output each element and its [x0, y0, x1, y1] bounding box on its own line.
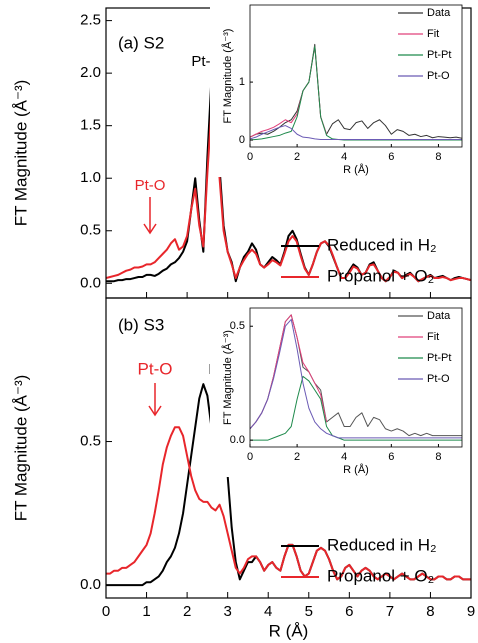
axes-frame — [105, 297, 472, 599]
x-tick-label: 9 — [467, 603, 475, 620]
annotation: (a) S2 — [118, 33, 164, 52]
x-tick-label: 8 — [435, 151, 441, 163]
annotation-arrowhead — [143, 223, 157, 235]
x-axis-label: R (Å) — [343, 163, 369, 176]
y-axis-label: FT Magnitude (Å⁻³) — [11, 80, 30, 227]
x-tick-label: 5 — [305, 603, 313, 620]
y-axis-label: FT Magnitude (Å⁻³) — [221, 29, 234, 124]
data-line — [106, 108, 471, 283]
data-line — [106, 77, 471, 283]
y-tick-label: 0.5 — [80, 433, 101, 450]
axes-frame — [249, 307, 463, 448]
x-tick-label: 6 — [345, 603, 353, 620]
legend-label: Fit — [427, 28, 439, 40]
annotation: Pt-O — [135, 177, 166, 194]
legend-label: Pt-O — [427, 373, 450, 385]
x-tick-label: 7 — [386, 603, 394, 620]
x-tick-label: 0 — [102, 603, 110, 620]
annotation: (b) S3 — [118, 315, 164, 334]
y-tick-label: 0.5 — [80, 222, 101, 239]
inset-background — [210, 308, 462, 477]
x-tick-label: 0 — [247, 451, 253, 463]
y-tick-label: 2.5 — [80, 12, 101, 29]
x-tick-label: 6 — [388, 151, 394, 163]
x-tick-label: 1 — [142, 603, 150, 620]
x-axis-label: R (Å) — [269, 621, 309, 640]
y-tick-label: 0.0 — [80, 576, 101, 593]
legend-label: Data — [427, 7, 451, 19]
legend-label: Reduced in H₂ — [327, 535, 437, 554]
legend-label: Fit — [427, 331, 439, 343]
legend-label: Pt-Pt — [427, 49, 451, 61]
y-axis-label: FT Magnitude (Å⁻³) — [221, 330, 234, 425]
legend-label: Propanol + O₂ — [327, 266, 434, 285]
y-tick-label: 0.0 — [230, 434, 245, 446]
x-tick-label: 2 — [294, 451, 300, 463]
x-tick-label: 8 — [435, 451, 441, 463]
plot-area — [250, 43, 462, 141]
x-tick-label: 3 — [223, 603, 231, 620]
plot-area — [250, 314, 462, 441]
y-tick-label: 0.5 — [230, 320, 245, 332]
legend-label: Pt-Pt — [427, 352, 451, 364]
y-tick-label: 0 — [239, 134, 245, 146]
y-tick-label: 2.0 — [80, 64, 101, 81]
plot-area — [106, 77, 471, 283]
data-line — [250, 318, 462, 439]
axes-frame — [249, 4, 463, 148]
annotation-arrowhead — [148, 405, 162, 417]
y-tick-label: 1 — [239, 76, 245, 88]
x-axis-label: R (Å) — [343, 463, 369, 476]
x-tick-label: 2 — [183, 603, 191, 620]
data-line — [250, 375, 462, 441]
x-tick-label: 4 — [341, 151, 347, 163]
y-tick-label: 1.5 — [80, 117, 101, 134]
y-tick-label: 0.0 — [80, 274, 101, 291]
x-tick-label: 6 — [388, 451, 394, 463]
x-tick-label: 0 — [247, 151, 253, 163]
y-tick-label: 1.0 — [80, 169, 101, 186]
data-line — [250, 45, 462, 141]
legend-label: Pt-O — [427, 70, 450, 82]
annotation: Pt-O — [138, 359, 173, 378]
x-tick-label: 4 — [264, 603, 272, 620]
legend-label: Reduced in H₂ — [327, 235, 437, 254]
legend-label: Data — [427, 310, 451, 322]
x-tick-label: 8 — [426, 603, 434, 620]
plot-area — [106, 383, 471, 587]
y-axis-label: FT Magnitude (Å⁻³) — [11, 375, 30, 522]
x-tick-label: 4 — [341, 451, 347, 463]
data-line — [250, 43, 462, 139]
x-tick-label: 2 — [294, 151, 300, 163]
data-line — [106, 426, 471, 581]
legend-label: Propanol + O₂ — [327, 566, 434, 585]
data-line — [250, 125, 462, 140]
